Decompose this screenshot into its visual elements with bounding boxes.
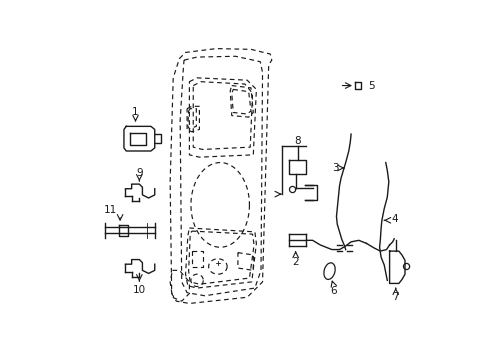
Text: 4: 4 bbox=[391, 214, 398, 224]
Text: 9: 9 bbox=[136, 167, 142, 177]
Text: 7: 7 bbox=[392, 292, 398, 302]
Text: 2: 2 bbox=[292, 257, 298, 267]
Text: 5: 5 bbox=[368, 81, 374, 91]
Text: 11: 11 bbox=[104, 205, 117, 215]
Text: 8: 8 bbox=[294, 136, 301, 146]
Text: 10: 10 bbox=[133, 285, 145, 295]
Text: 6: 6 bbox=[329, 286, 336, 296]
Text: 1: 1 bbox=[132, 108, 139, 117]
Text: 3: 3 bbox=[332, 163, 338, 173]
